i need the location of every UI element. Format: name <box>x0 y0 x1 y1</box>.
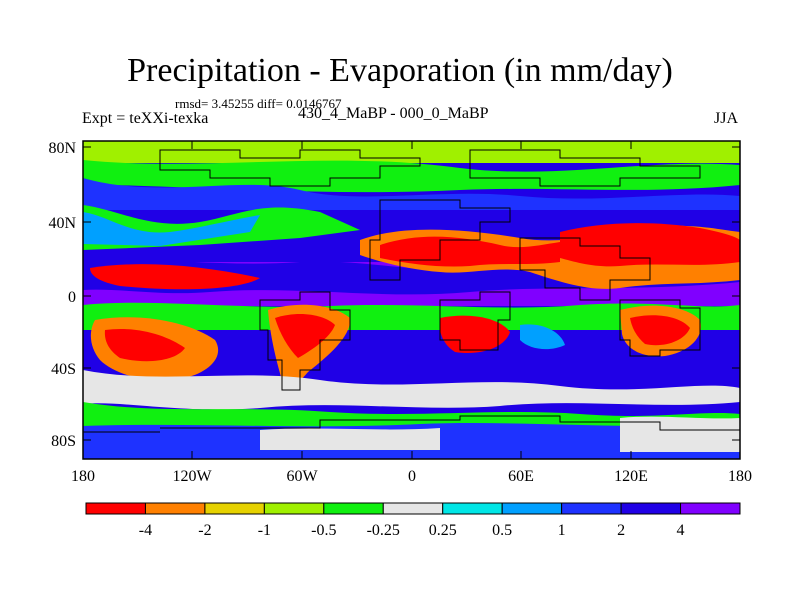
lon-label-0: 0 <box>408 468 416 485</box>
lon-label-180e: 180 <box>728 468 752 485</box>
colorbar-label-6: 0.5 <box>492 522 512 539</box>
colorbar-label-1: -2 <box>198 522 211 539</box>
colorbar-box-10 <box>680 502 741 515</box>
colorbar-label-2: -1 <box>258 522 271 539</box>
colorbar-label-9: 4 <box>677 522 685 539</box>
experiment-label: Expt = teXXi-texka <box>82 110 209 127</box>
colorbar-label-7: 1 <box>558 522 566 539</box>
continent-outlines <box>83 149 740 433</box>
lat-label-40n: 40N <box>48 215 76 232</box>
season-label: JJA <box>714 110 739 127</box>
lon-label-120w: 120W <box>172 468 212 485</box>
colorbar-box-7 <box>501 502 563 515</box>
period-label: 430_4_MaBP - 000_0_MaBP <box>298 105 489 122</box>
colorbar-box-0 <box>85 502 146 515</box>
colorbar-box-6 <box>442 502 503 515</box>
colorbar-box-2 <box>204 502 265 515</box>
colorbar-label-4: -0.25 <box>367 522 400 539</box>
lat-label-80s: 80S <box>51 433 76 450</box>
colorbar-label-5: 0.25 <box>429 522 457 539</box>
colorbar: -4 -2 -1 -0.5 -0.25 0.25 0.5 1 2 4 <box>85 502 741 539</box>
colorbar-label-0: -4 <box>139 522 152 539</box>
colorbar-box-3 <box>263 502 325 515</box>
colorbar-box-4 <box>323 502 384 515</box>
plot-title: Precipitation - Evaporation (in mm/day) <box>127 52 673 89</box>
colorbar-label-3: -0.5 <box>311 522 336 539</box>
lat-label-40s: 40S <box>51 361 76 378</box>
colorbar-box-1 <box>144 502 206 515</box>
lat-label-80n: 80N <box>48 140 76 157</box>
lon-label-180w: 180 <box>71 468 95 485</box>
lon-label-120e: 120E <box>614 468 648 485</box>
colorbar-box-5 <box>382 502 444 515</box>
colorbar-box-8 <box>561 502 622 515</box>
lon-label-60e: 60E <box>508 468 534 485</box>
colorbar-box-9 <box>620 502 682 515</box>
lon-label-60w: 60W <box>286 468 318 485</box>
lat-label-0: 0 <box>68 289 76 306</box>
rmsd-diff-stats: rmsd= 3.45255 diff= 0.0146767 <box>175 96 342 111</box>
colorbar-label-8: 2 <box>617 522 625 539</box>
